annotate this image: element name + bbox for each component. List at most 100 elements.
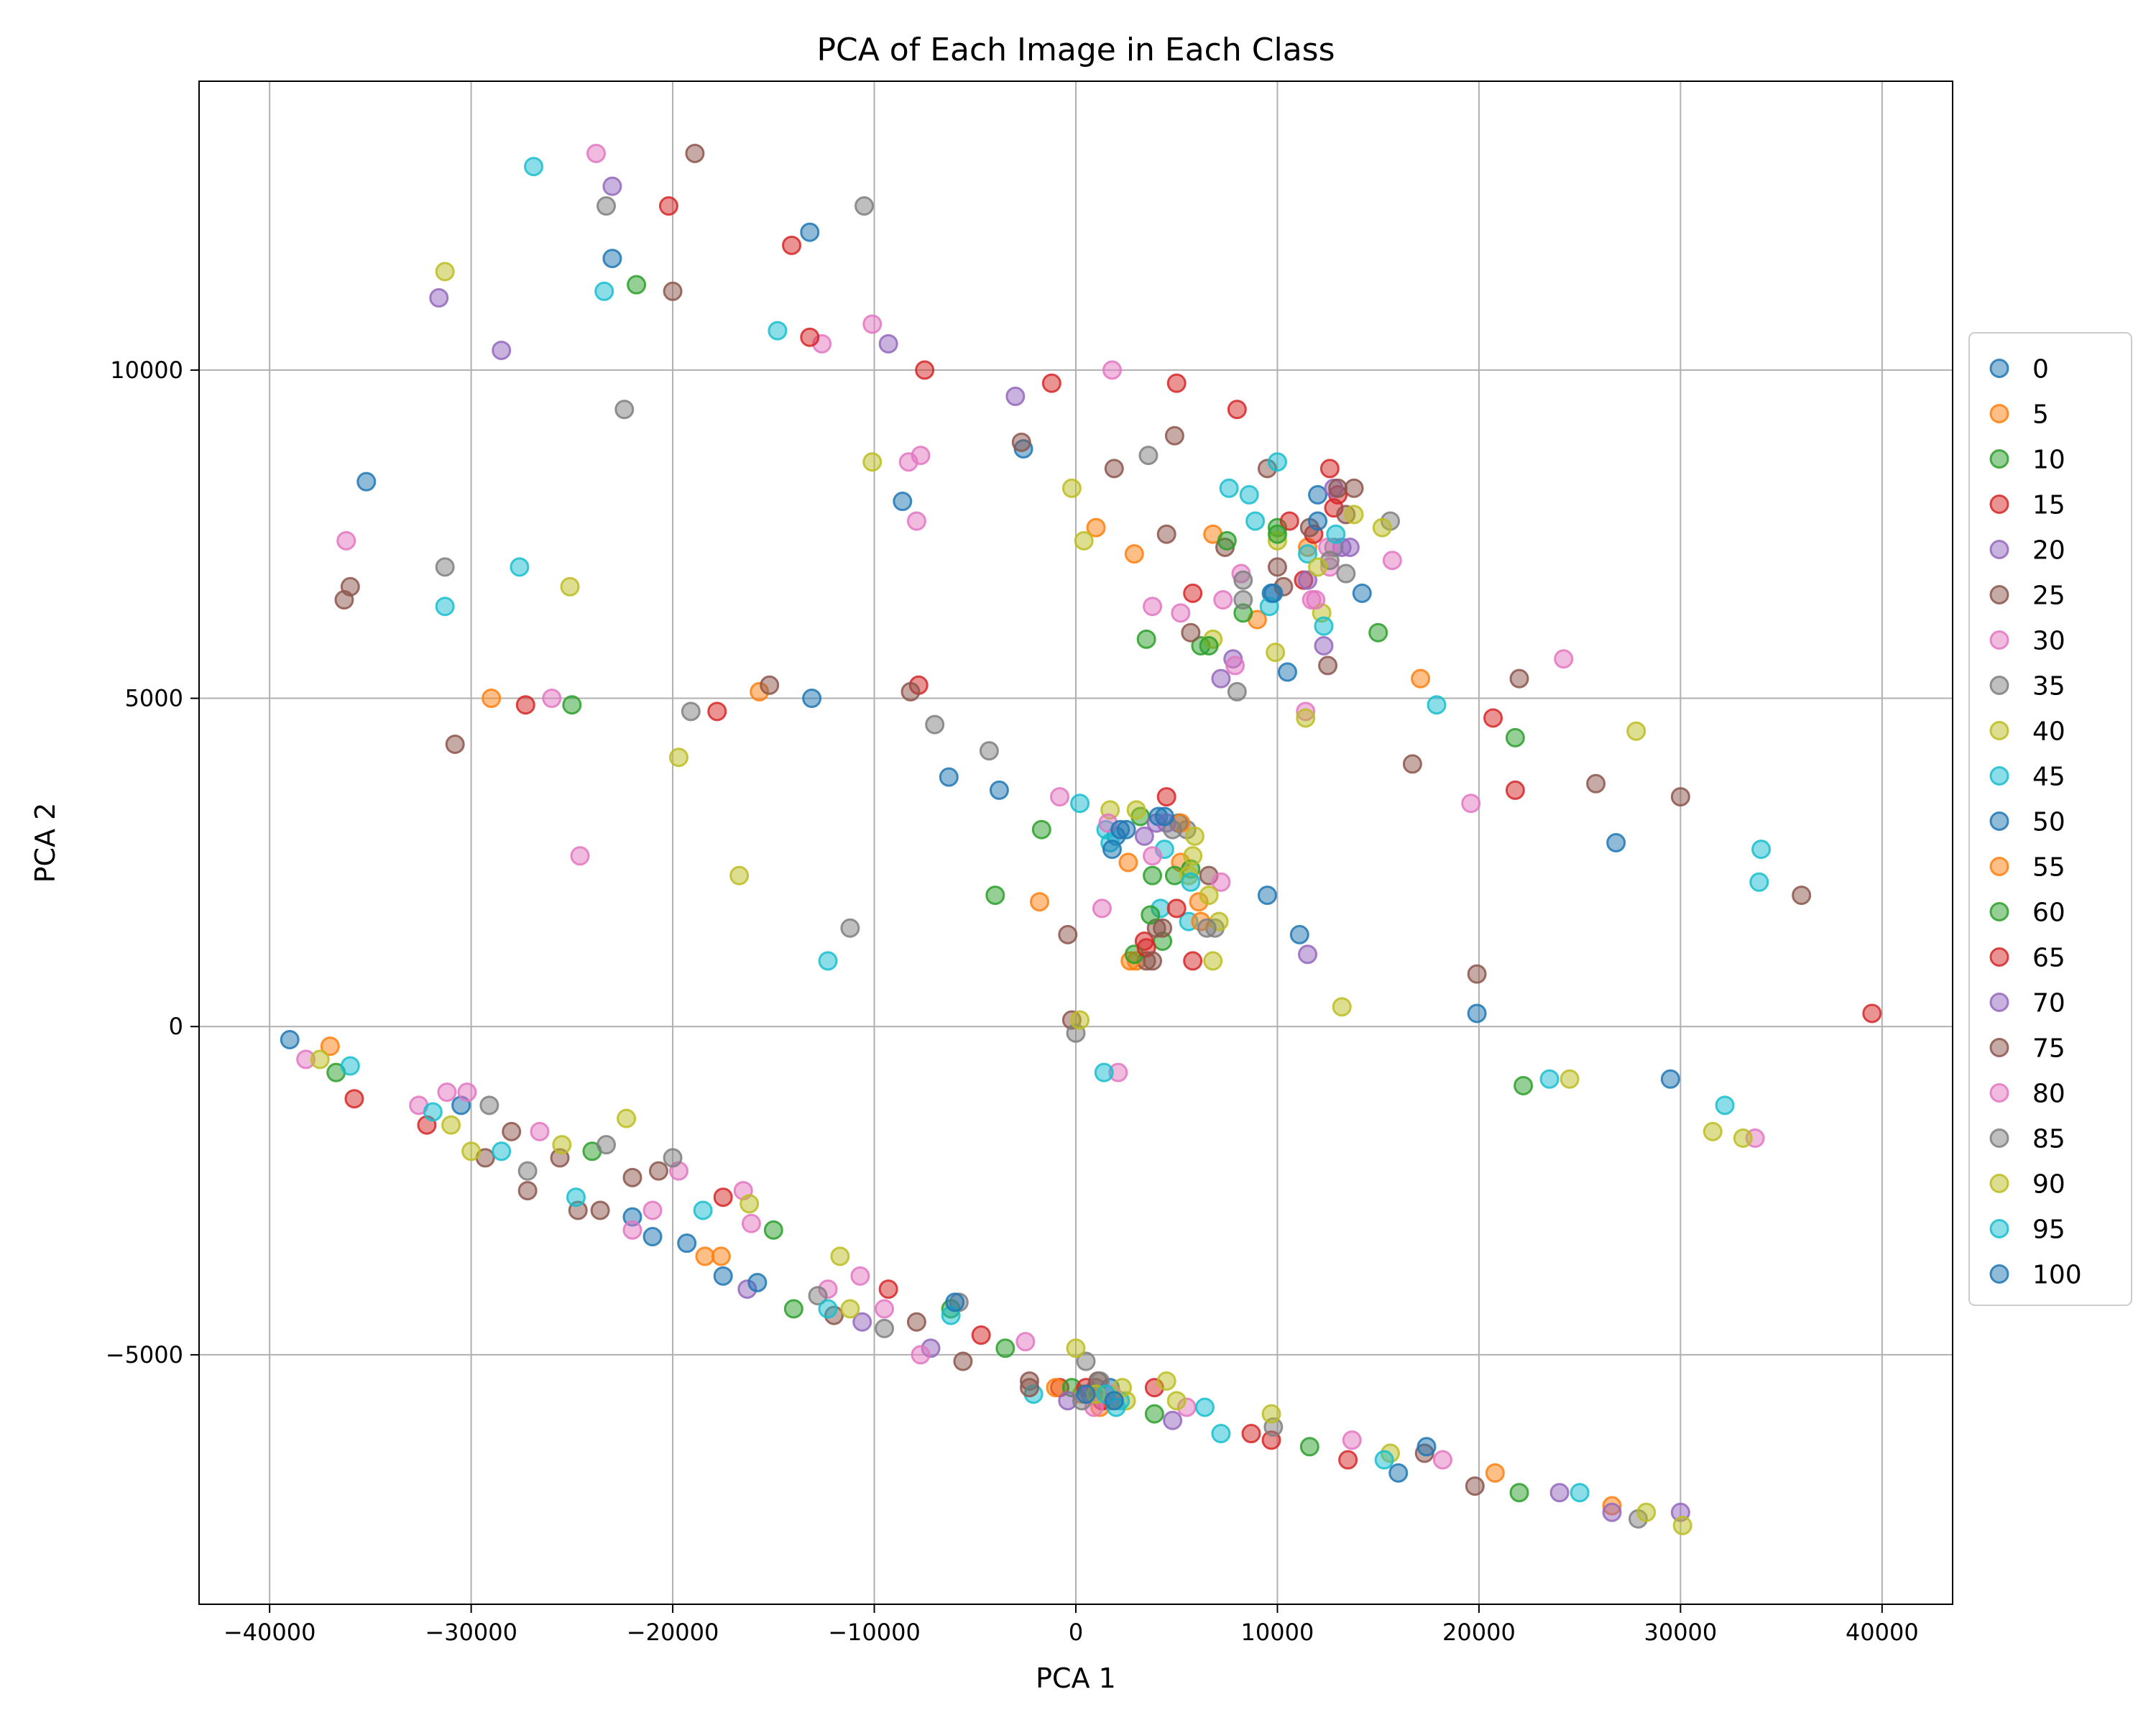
legend-marker [1989,540,2009,559]
data-point [1086,518,1106,538]
data-point [586,143,607,163]
series-20 [429,176,1690,1522]
legend-label: 95 [2032,1215,2065,1245]
data-point [1733,1128,1753,1149]
data-point [854,196,875,216]
data-point [1211,872,1231,892]
data-point [1670,787,1690,807]
data-point [1344,478,1364,498]
data-point [602,249,622,269]
data-point [1092,898,1112,919]
data-point [1326,524,1346,544]
data-point [1104,1391,1124,1411]
data-point [627,275,647,295]
data-point [663,281,683,301]
data-point [1143,846,1163,866]
legend-frame [1968,332,2132,1306]
data-point [562,695,582,715]
data-point [1461,794,1481,814]
data-point [1094,1062,1114,1082]
y-tick-label: 0 [169,1013,183,1040]
data-point [602,176,622,196]
data-point [1153,918,1173,938]
legend-label: 0 [2032,355,2049,385]
data-point [1213,590,1233,610]
data-point [1183,846,1203,866]
data-point [763,1220,783,1240]
data-point [1156,787,1176,807]
data-point [741,1213,761,1233]
data-point [1203,951,1223,971]
data-point [1338,1450,1358,1470]
series-85 [1072,551,1340,1411]
data-point [1058,924,1078,944]
legend-marker [1989,1219,2009,1238]
series-30 [296,143,1765,1470]
data-point [1163,1410,1183,1430]
data-point [457,1082,477,1103]
legend-marker [1989,766,2009,786]
data-point [1792,886,1812,906]
y-tick-label: 10000 [110,356,183,384]
data-point [552,1135,572,1155]
data-point [1225,656,1245,676]
data-point [1166,373,1187,393]
data-point [1267,452,1287,472]
data-point [461,1141,482,1162]
data-point [1030,892,1050,912]
data-point [850,1266,870,1286]
scatter-points [280,143,1882,1535]
data-point [1124,544,1144,564]
data-point [1539,1069,1560,1089]
data-point [437,1082,457,1103]
legend-marker [1989,902,2009,921]
data-point [517,1161,538,1181]
data-point [492,1141,512,1162]
data-point [1261,1404,1281,1424]
data-point [1328,478,1348,498]
data-point [566,1187,586,1208]
data-point [1199,886,1219,906]
legend-marker [1989,404,2009,423]
data-point [1257,886,1277,906]
x-tick-label: 0 [1069,1619,1083,1646]
data-point [906,511,926,531]
data-point [1308,511,1328,531]
data-point [479,1095,499,1116]
data-point [590,1200,610,1220]
data-point [1549,1483,1570,1503]
data-point [711,1246,731,1266]
data-point [1560,1069,1580,1089]
data-point [1266,643,1286,663]
data-point [445,734,465,754]
data-point [1751,840,1772,860]
legend-label: 15 [2032,491,2065,520]
data-point [1164,426,1184,446]
data-point [1263,583,1284,603]
x-tick-label: 30000 [1644,1619,1717,1646]
data-point [1554,649,1574,669]
data-point [979,741,999,761]
data-point [1352,583,1372,603]
data-point [1636,1502,1657,1522]
data-point [1277,662,1297,682]
data-point [1306,590,1326,610]
data-point [429,288,449,308]
data-point [1465,1476,1485,1496]
series-45 [340,157,1772,1503]
data-point [1183,583,1203,603]
data-point [517,1181,538,1201]
data-point [1011,432,1031,452]
data-point [1199,635,1219,656]
data-point [1514,1075,1534,1095]
y-tick-label: 5000 [125,685,183,712]
series-35 [435,196,1648,1529]
legend-label: 80 [2032,1080,2065,1109]
x-axis-label: PCA 1 [1036,1662,1116,1694]
data-point [953,1351,973,1371]
data-point [510,557,530,577]
data-point [1388,1463,1409,1483]
data-point [642,1227,663,1247]
series-80 [1084,537,1338,1417]
data-point [1402,754,1422,774]
